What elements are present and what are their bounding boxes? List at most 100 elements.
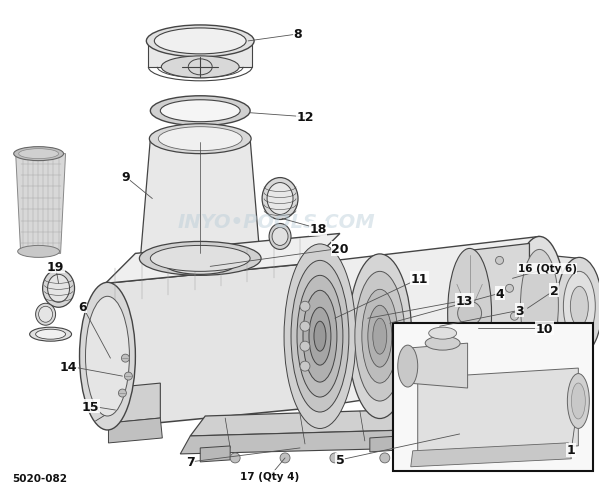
Text: 14: 14 [60,360,77,373]
Ellipse shape [348,255,412,419]
Text: 16 (Qty 6): 16 (Qty 6) [518,264,577,274]
Text: 6: 6 [78,300,87,313]
Ellipse shape [314,321,326,351]
Ellipse shape [293,278,327,395]
Circle shape [431,433,437,439]
Circle shape [118,389,127,397]
Polygon shape [539,255,580,373]
Ellipse shape [149,124,251,154]
Ellipse shape [80,283,136,430]
Circle shape [300,362,310,371]
Ellipse shape [35,330,65,339]
Ellipse shape [284,244,356,429]
Polygon shape [440,392,494,422]
Text: 2: 2 [550,284,559,297]
Polygon shape [440,416,497,442]
Ellipse shape [267,183,293,215]
Ellipse shape [571,287,589,327]
Polygon shape [148,42,252,68]
Polygon shape [180,430,420,454]
Ellipse shape [139,242,261,276]
Ellipse shape [272,228,288,246]
Circle shape [506,285,514,293]
Ellipse shape [362,290,398,383]
Ellipse shape [309,308,331,365]
Ellipse shape [151,97,250,126]
Polygon shape [370,436,400,452]
Polygon shape [310,237,539,408]
Polygon shape [541,350,583,391]
Text: 12: 12 [296,111,314,124]
Ellipse shape [269,224,291,250]
Circle shape [124,372,133,380]
Ellipse shape [373,318,387,354]
Text: 20: 20 [331,242,349,256]
Circle shape [503,366,511,374]
Bar [393,323,593,471]
Text: 19: 19 [47,260,64,273]
Text: 4: 4 [495,287,504,300]
Text: 13: 13 [456,294,473,307]
Circle shape [300,302,310,312]
Circle shape [508,340,515,348]
Ellipse shape [556,258,600,355]
Text: 3: 3 [515,304,524,317]
Ellipse shape [568,374,589,428]
Text: 7: 7 [186,455,194,469]
Text: 15: 15 [82,400,99,413]
Ellipse shape [160,101,240,122]
Text: 9: 9 [121,171,130,184]
Ellipse shape [448,249,491,378]
Ellipse shape [158,127,242,151]
Ellipse shape [14,147,64,161]
Polygon shape [200,446,230,462]
Ellipse shape [35,303,56,326]
Ellipse shape [368,305,392,367]
Circle shape [496,390,503,398]
Text: 17 (Qty 4): 17 (Qty 4) [241,471,299,481]
Text: INYO•POOLS.COM: INYO•POOLS.COM [177,212,375,231]
Ellipse shape [303,291,337,382]
Polygon shape [16,154,65,254]
Ellipse shape [262,178,298,220]
Ellipse shape [29,328,71,342]
Ellipse shape [19,150,59,159]
Ellipse shape [161,57,239,79]
Ellipse shape [291,261,349,412]
Polygon shape [106,264,310,428]
Text: 8: 8 [293,29,302,41]
Polygon shape [470,244,529,377]
Ellipse shape [43,270,74,308]
Polygon shape [411,443,571,467]
Circle shape [121,354,130,363]
Ellipse shape [86,297,130,416]
Ellipse shape [355,272,405,401]
Circle shape [230,453,240,463]
Text: 1: 1 [567,443,576,456]
Text: 10: 10 [536,322,553,335]
Circle shape [412,435,418,441]
Polygon shape [109,418,163,443]
Ellipse shape [287,263,333,410]
Circle shape [458,302,482,326]
Text: 5020-082: 5020-082 [12,473,67,483]
Ellipse shape [514,237,565,374]
Polygon shape [140,139,260,259]
Polygon shape [190,410,410,436]
Ellipse shape [164,253,236,275]
Polygon shape [418,368,578,456]
Ellipse shape [520,250,559,362]
Circle shape [437,451,443,457]
Circle shape [300,321,310,332]
Circle shape [300,342,310,351]
Ellipse shape [154,29,246,55]
Ellipse shape [571,383,586,419]
Circle shape [511,313,518,320]
Circle shape [280,453,290,463]
Circle shape [496,257,503,265]
Ellipse shape [146,26,254,58]
Ellipse shape [425,336,460,350]
Ellipse shape [151,246,250,272]
Polygon shape [109,383,160,423]
Ellipse shape [398,346,418,387]
